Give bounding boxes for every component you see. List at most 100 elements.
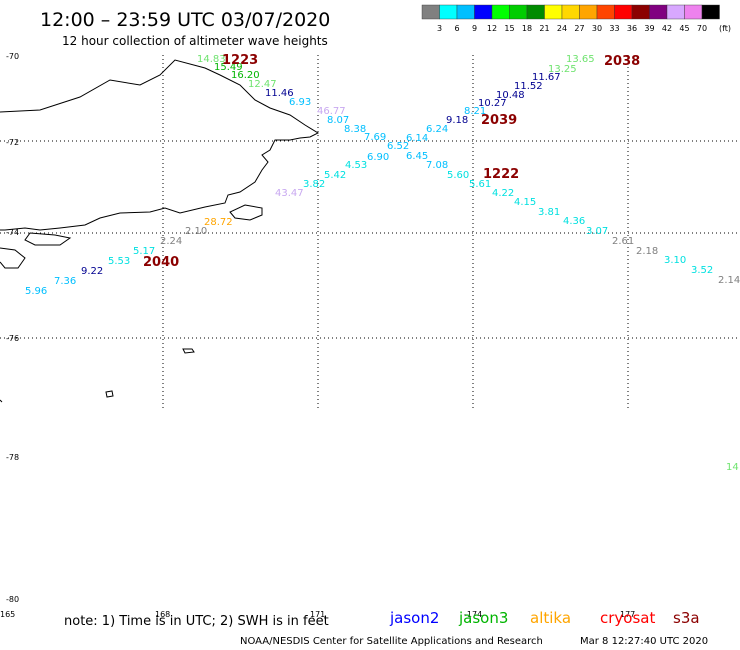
lat-label-72: -72 [6,138,19,147]
wave-height-label: 5.53 [108,256,130,267]
wave-height-label: 5.96 [25,286,47,297]
wave-height-label: 10.48 [496,90,525,101]
legend-label: 39 [644,24,654,33]
legend-label: 21 [539,24,549,33]
legend-swatch [439,4,458,20]
timestamp-text: Mar 8 12:27:40 UTC 2020 [580,636,708,647]
wave-height-label: 5.42 [324,170,346,181]
wave-height-label: 9.18 [446,115,468,126]
wave-height-label: 11.52 [514,81,543,92]
wave-height-label: 2.10 [185,226,207,237]
legend-label: 42 [662,24,672,33]
legend-swatch [614,4,633,20]
sat-altika: altika [530,609,571,627]
legend-label: 18 [522,24,532,33]
legend-label: 9 [472,24,477,33]
wave-height-label: 6.93 [289,97,311,108]
lon-label-177: 177 [620,610,635,619]
legend-swatch [579,4,598,20]
wave-height-label: 2.18 [636,246,658,257]
wave-height-label: 5.17 [133,246,155,257]
legend-label: 27 [574,24,584,33]
wave-height-label: 7.36 [54,276,76,287]
grid-lines [0,55,740,408]
sat-jason2: jason2 [389,609,439,627]
wave-height-label: 46.77 [317,106,346,117]
wave-height-label: 7.69 [364,132,386,143]
lon-label-174: -174 [464,610,482,619]
legend-swatch [421,4,440,20]
legend-label: 36 [627,24,637,33]
legend-label: 45 [679,24,689,33]
lat-label-70: -70 [6,52,19,61]
wave-height-label: 3.52 [691,265,713,276]
lat-label-78: -78 [6,453,19,462]
wave-height-label: 6.14 [406,133,428,144]
wave-height-label: 4.15 [514,197,536,208]
wave-height-label: 4.22 [492,188,514,199]
credit-text: NOAA/NESDIS Center for Satellite Applica… [240,636,543,647]
coastline [0,59,320,403]
lat-label-74: -74 [6,228,19,237]
lon-label-165: 165 [0,610,15,619]
note-text: note: 1) Time is in UTC; 2) SWH is in fe… [64,614,329,629]
legend-swatch [631,4,650,20]
wave-height-label: 11.67 [532,72,561,83]
legend-unit: (ft) [719,24,731,33]
legend-swatch [456,4,475,20]
legend-swatch [684,4,703,20]
wave-height-label: 12.47 [248,79,277,90]
legend-label: 33 [609,24,619,33]
lon-label-171: 171 [310,610,325,619]
legend-label: 3 [437,24,442,33]
legend-label: 24 [557,24,567,33]
track-label-2038: 2038 [604,54,640,69]
legend-label: 15 [504,24,514,33]
wave-height-label: 16.20 [231,70,260,81]
wave-height-label: 6.52 [387,141,409,152]
wave-height-label: 9.22 [81,266,103,277]
wave-height-label: 13.25 [548,64,577,75]
wave-height-label: 7.08 [426,160,448,171]
wave-height-label: 15.49 [214,62,243,73]
wave-height-label: 3.82 [303,179,325,190]
legend-swatch [561,4,580,20]
wave-height-label: 8.38 [344,124,366,135]
wave-height-label: 28.72 [204,217,233,228]
wave-height-label: 8.21 [464,106,486,117]
wave-height-label: 3.81 [538,207,560,218]
legend-swatch [526,4,545,20]
wave-height-label: 14.83 [197,54,226,65]
legend-swatch [649,4,668,20]
wave-height-label: 2.14 [718,275,740,286]
wave-height-label: 10.27 [478,98,507,109]
wave-height-label: 3.07 [586,226,608,237]
wave-height-label: 4.53 [345,160,367,171]
legend-swatch [509,4,528,20]
wave-height-label: 8.07 [327,115,349,126]
color-legend: 3 6 9 12 15 18 21 24 27 30 33 36 39 42 45 70 [421,4,720,33]
wave-height-label: 14 [726,462,739,473]
wave-height-label: 5.60 [447,170,469,181]
sat-s3a: s3a [673,609,700,627]
legend-swatch [666,4,685,20]
wave-height-label: 6.45 [406,151,428,162]
wave-height-label: 6.24 [426,124,448,135]
wave-height-label: 5.61 [469,179,491,190]
legend-label: 6 [454,24,459,33]
track-label-1223: 1223 [222,53,258,68]
sat-cryosat: cryosat [600,609,655,627]
wave-height-label: 13.65 [566,54,595,65]
page-subtitle: 12 hour collection of altimeter wave hei… [62,34,328,48]
wave-height-label: 4.36 [563,216,585,227]
track-label-2040: 2040 [143,255,179,270]
legend-swatch [701,4,720,20]
legend-swatch [491,4,510,20]
page-title: 12:00 – 23:59 UTC 03/07/2020 [40,9,330,31]
sat-jason3: jason3 [458,609,508,627]
legend-swatch [596,4,615,20]
lat-label-80: -80 [6,595,19,604]
legend-label: 30 [592,24,602,33]
track-label-1222: 1222 [483,167,519,182]
